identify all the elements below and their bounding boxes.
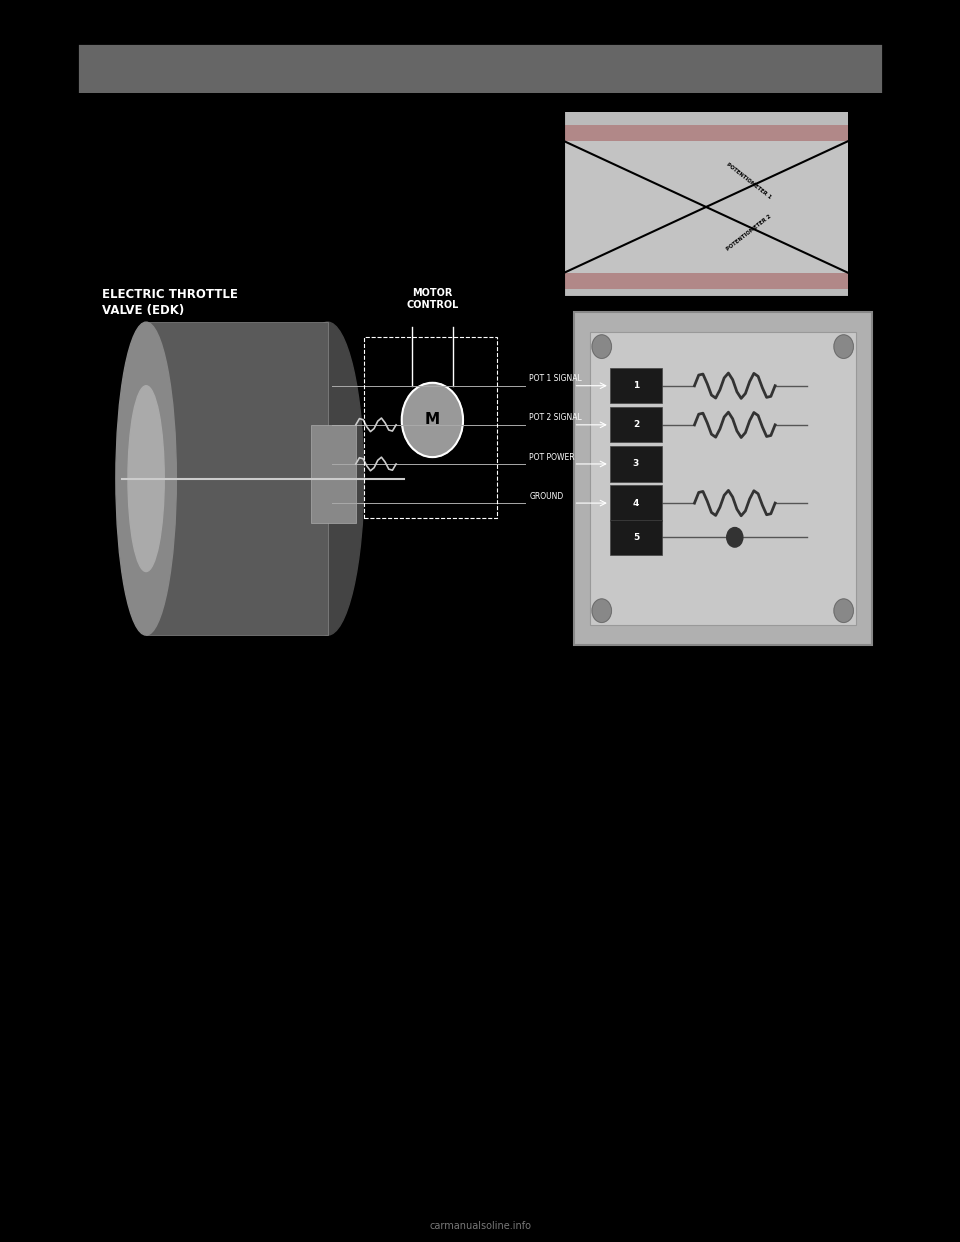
X-axis label: THROTTLE PLATE POSITION: THROTTLE PLATE POSITION bbox=[659, 310, 754, 315]
Circle shape bbox=[834, 335, 853, 359]
Text: EDK THROTTLE POSITION FEEDBACK SIGNALS: EDK THROTTLE POSITION FEEDBACK SIGNALS bbox=[101, 119, 493, 134]
Text: If plausibility errors are detected between Pot 1 and Pot 2, ME 7.2 will calcula: If plausibility errors are detected betw… bbox=[137, 673, 669, 723]
Bar bbox=[564, 142, 848, 273]
Text: •: • bbox=[110, 992, 119, 1006]
Bar bbox=[77, 43, 883, 93]
Text: GROUND: GROUND bbox=[529, 492, 564, 501]
Ellipse shape bbox=[291, 322, 364, 635]
Circle shape bbox=[401, 383, 463, 457]
Bar bbox=[564, 125, 848, 142]
Text: 3: 3 bbox=[633, 460, 639, 468]
Circle shape bbox=[592, 599, 612, 622]
Text: carmanualsoline.info: carmanualsoline.info bbox=[429, 1221, 531, 1231]
Text: Potentiometer signal 1 is the primary signal, Potentiometer sig-
nal 2 is used a: Potentiometer signal 1 is the primary si… bbox=[101, 247, 478, 297]
Text: •: • bbox=[110, 673, 119, 687]
Text: The EDK throttle plate position is monitored by two integrated potentiometers. T: The EDK throttle plate position is monit… bbox=[101, 154, 637, 204]
Bar bbox=[610, 486, 662, 520]
Text: -: - bbox=[150, 786, 154, 800]
Text: ELECTRIC THROTTLE
VALVE (EDK): ELECTRIC THROTTLE VALVE (EDK) bbox=[102, 288, 238, 317]
Text: 24: 24 bbox=[92, 1190, 109, 1202]
Text: 1: 1 bbox=[633, 381, 639, 390]
Bar bbox=[564, 273, 848, 289]
Ellipse shape bbox=[116, 322, 177, 635]
Text: -: - bbox=[150, 871, 154, 883]
Circle shape bbox=[592, 335, 612, 359]
Text: POTENTIOMETER 2: POTENTIOMETER 2 bbox=[725, 214, 772, 252]
Title: SIGNAL VOLTAGE WITHIN THE
RED ZONES NOT PLAUSIBLE: SIGNAL VOLTAGE WITHIN THE RED ZONES NOT … bbox=[755, 97, 848, 108]
Bar bbox=[573, 313, 872, 645]
Ellipse shape bbox=[128, 386, 164, 571]
Text: 5: 5 bbox=[633, 533, 639, 542]
Text: EDK FEEDBACK
SIGNAL MONITORING & FAILSAFE OPERATION:: EDK FEEDBACK SIGNAL MONITORING & FAILSAF… bbox=[101, 564, 445, 595]
Bar bbox=[364, 337, 497, 518]
Text: M: M bbox=[425, 412, 440, 427]
Bar bbox=[589, 332, 855, 626]
Circle shape bbox=[834, 599, 853, 622]
Bar bbox=[146, 322, 327, 635]
Text: The ME 7.2 uses the air mass signalling as a “virtual potentiometer” (pot 3) for: The ME 7.2 uses the air mass signalling … bbox=[170, 786, 650, 818]
Text: 2: 2 bbox=[633, 420, 639, 430]
Bar bbox=[610, 446, 662, 482]
Text: MOTOR
CONTROL: MOTOR CONTROL bbox=[406, 288, 459, 309]
Text: If faults are detected the EDK motor is switched off and fuel injection cut off : If faults are detected the EDK motor is … bbox=[137, 1129, 655, 1179]
Bar bbox=[610, 407, 662, 442]
Circle shape bbox=[727, 528, 743, 548]
Text: POT 1 SIGNAL: POT 1 SIGNAL bbox=[529, 374, 582, 384]
Text: POT 2 SIGNAL: POT 2 SIGNAL bbox=[529, 414, 582, 422]
Text: If ME 7.2 cannot calculate a plausible conclusion from the monitored pots (1 or : If ME 7.2 cannot calculate a plausible c… bbox=[170, 871, 657, 920]
Bar bbox=[610, 519, 662, 555]
Text: POTENTIOMETER 1: POTENTIOMETER 1 bbox=[725, 161, 772, 200]
Text: POT POWER: POT POWER bbox=[529, 452, 575, 462]
Bar bbox=[610, 368, 662, 404]
Text: The EDK is continuously monitored during all phases of engine operation.  It is : The EDK is continuously monitored during… bbox=[137, 992, 653, 1061]
Bar bbox=[311, 425, 356, 523]
Text: 4: 4 bbox=[633, 498, 639, 508]
